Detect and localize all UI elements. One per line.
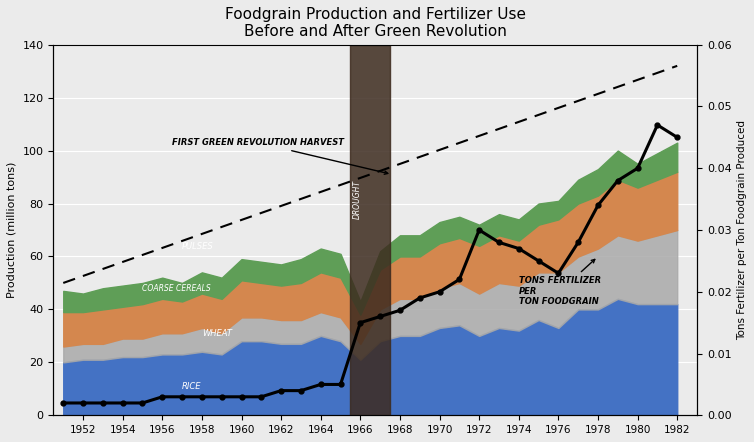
Y-axis label: Production (million tons): Production (million tons) xyxy=(7,162,17,298)
Text: PULSES: PULSES xyxy=(182,241,214,251)
Text: RICE: RICE xyxy=(182,382,201,391)
Text: TONS FERTILIZER
PER
TON FOODGRAIN: TONS FERTILIZER PER TON FOODGRAIN xyxy=(519,259,601,306)
Text: FIRST GREEN REVOLUTION HARVEST: FIRST GREEN REVOLUTION HARVEST xyxy=(172,138,388,174)
Y-axis label: Tons Fertilizer per Ton Foodgrain Produced: Tons Fertilizer per Ton Foodgrain Produc… xyxy=(737,120,747,340)
Text: COARSE CEREALS: COARSE CEREALS xyxy=(143,284,211,293)
Title: Foodgrain Production and Fertilizer Use
Before and After Green Revolution: Foodgrain Production and Fertilizer Use … xyxy=(225,7,526,39)
Text: DROUGHT: DROUGHT xyxy=(352,180,361,219)
Bar xyxy=(351,45,390,415)
Text: WHEAT: WHEAT xyxy=(202,329,232,338)
